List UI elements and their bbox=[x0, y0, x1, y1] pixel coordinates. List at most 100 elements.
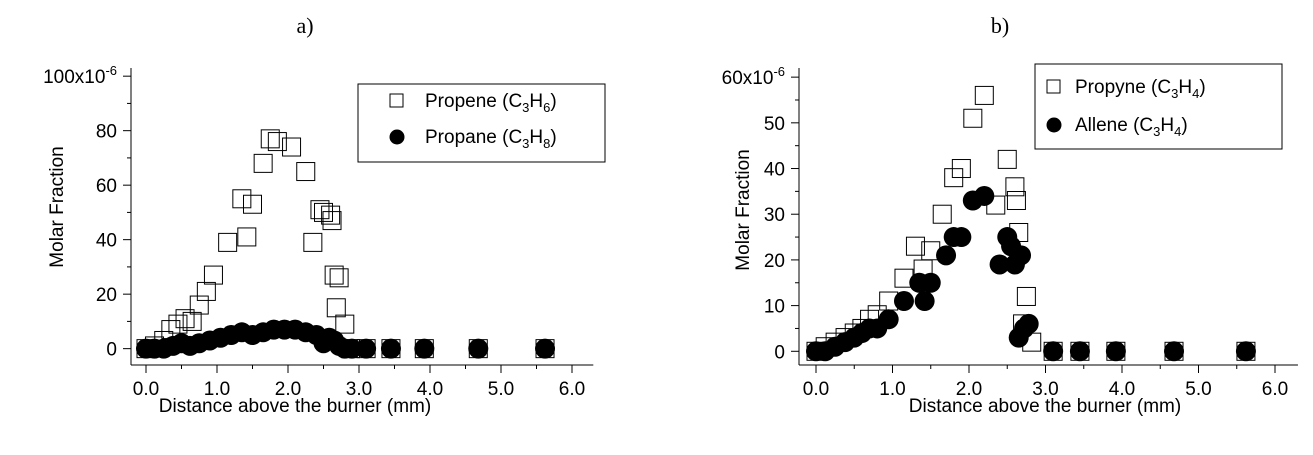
data-point-open-square bbox=[267, 132, 287, 152]
x-tick-label: 4.0 bbox=[417, 379, 443, 400]
legend-marker-filled-circle bbox=[1046, 117, 1062, 133]
data-point-open-square bbox=[196, 281, 216, 301]
legend-box bbox=[1034, 63, 1283, 150]
data-point-open-square bbox=[296, 162, 316, 182]
y-tick-label: 40 bbox=[764, 160, 785, 181]
data-point-open-square bbox=[282, 137, 302, 157]
data-point-filled-circle bbox=[1069, 341, 1090, 362]
data-point-open-square bbox=[303, 232, 323, 252]
data-point-open-square bbox=[329, 268, 349, 288]
y-tick-label-exponent: -6 bbox=[773, 64, 785, 79]
x-tick-label: 6.0 bbox=[1262, 379, 1288, 400]
legend-text-part: ) bbox=[550, 127, 556, 148]
data-point-filled-circle bbox=[380, 338, 401, 359]
x-tick-label: 0.0 bbox=[133, 379, 159, 400]
y-tick-label: 20 bbox=[96, 285, 117, 306]
legend-text-part: ) bbox=[1181, 115, 1187, 136]
y-axis-label: Molar Fraction bbox=[733, 149, 754, 270]
data-point-open-square bbox=[932, 204, 952, 224]
legend-text-part: H bbox=[529, 127, 543, 148]
data-point-filled-circle bbox=[914, 291, 935, 312]
x-tick-label: 5.0 bbox=[488, 379, 514, 400]
legend-marker-open-square bbox=[1046, 79, 1061, 94]
data-point-filled-circle bbox=[1043, 341, 1064, 362]
data-point-open-square bbox=[963, 108, 983, 128]
legend-entry-allene: Allene (C3H4) bbox=[1075, 115, 1188, 139]
data-point-filled-circle bbox=[535, 338, 556, 359]
data-point-filled-circle bbox=[414, 338, 435, 359]
y-tick-label: 60x10-6 bbox=[722, 64, 785, 89]
legend-text-part: Propene (C bbox=[425, 91, 522, 112]
y-tick-label: 0 bbox=[774, 342, 785, 363]
data-point-open-square bbox=[253, 153, 273, 173]
legend-text-part: ) bbox=[550, 91, 556, 112]
data-point-filled-circle bbox=[974, 185, 995, 206]
data-point-open-square bbox=[175, 309, 195, 329]
legend-text-part: Allene (C bbox=[1075, 115, 1153, 136]
data-point-filled-circle bbox=[1018, 313, 1039, 334]
data-point-open-square bbox=[310, 200, 330, 220]
panel-label: b) bbox=[991, 13, 1009, 38]
chart-panel-b: b) 0.0 1.0 2.0 3.0 4.0 5.0 6.0 0 10 20 30 40 50 60x10… bbox=[722, 13, 1298, 417]
x-tick-label: 1.0 bbox=[204, 379, 230, 400]
data-point-open-square bbox=[1005, 177, 1025, 197]
y-tick-label: 40 bbox=[96, 231, 117, 252]
data-point-filled-circle bbox=[1164, 341, 1185, 362]
x-axis-label: Distance above the burner (mm) bbox=[909, 396, 1181, 417]
data-point-filled-circle bbox=[936, 245, 957, 266]
panel-label: a) bbox=[296, 13, 313, 38]
legend-text-part: H bbox=[529, 91, 543, 112]
y-tick-label: 30 bbox=[764, 205, 785, 226]
data-point-open-square bbox=[997, 149, 1017, 169]
y-tick-label: 80 bbox=[96, 122, 117, 143]
data-point-open-square bbox=[218, 232, 238, 252]
data-point-filled-circle bbox=[878, 309, 899, 330]
tick-labels: 0.0 1.0 2.0 3.0 4.0 5.0 6.0 0 20 40 60 80 100x10-6 bbox=[43, 63, 585, 400]
data-point-open-square bbox=[974, 85, 994, 105]
legend-subscript: 4 bbox=[1192, 86, 1199, 101]
y-axis-label: Molar Fraction bbox=[47, 146, 68, 267]
y-tick-label: 10 bbox=[764, 297, 785, 318]
legend-entry-propene: Propene (C3H6) bbox=[425, 91, 557, 115]
data-point-open-square bbox=[260, 129, 280, 149]
data-point-open-square bbox=[905, 236, 925, 256]
data-point-open-square bbox=[232, 189, 252, 209]
y-tick-label: 20 bbox=[764, 251, 785, 272]
y-tick-label: 60 bbox=[96, 176, 117, 197]
data-point-filled-circle bbox=[356, 338, 377, 359]
legend-subscript: 6 bbox=[543, 100, 550, 115]
data-point-open-square bbox=[1016, 286, 1036, 306]
chart-panel-a: a) 0.0 1.0 2.0 3.0 4.0 5.0 6.0 0 20 40 60 80 100x10-… bbox=[43, 13, 606, 417]
data-points bbox=[136, 129, 556, 359]
y-tick-label-exponent: -6 bbox=[105, 63, 117, 78]
y-tick-label: 100x10-6 bbox=[43, 63, 117, 88]
legend-subscript: 4 bbox=[1174, 124, 1181, 139]
data-point-open-square bbox=[321, 205, 341, 225]
legend: Propyne (C3H4) Allene (C3H4) bbox=[1034, 63, 1283, 150]
data-points bbox=[806, 85, 1256, 362]
data-point-filled-circle bbox=[893, 291, 914, 312]
legend-subscript: 3 bbox=[522, 136, 529, 151]
y-tick-label: 0 bbox=[106, 340, 117, 361]
legend-subscript: 8 bbox=[543, 136, 550, 151]
x-tick-label: 4.0 bbox=[1109, 379, 1135, 400]
data-point-open-square bbox=[322, 211, 342, 231]
legend-subscript: 3 bbox=[522, 100, 529, 115]
x-tick-label: 3.0 bbox=[1032, 379, 1058, 400]
data-point-open-square bbox=[243, 194, 262, 214]
x-tick-label: 2.0 bbox=[275, 379, 301, 400]
axes bbox=[123, 68, 594, 373]
legend-text-part: Propyne (C bbox=[1075, 77, 1171, 98]
legend-text-part: H bbox=[1160, 115, 1174, 136]
data-point-open-square bbox=[326, 298, 346, 318]
data-point-filled-circle bbox=[920, 272, 941, 293]
legend-entry-propyne: Propyne (C3H4) bbox=[1075, 77, 1206, 101]
data-point-open-square bbox=[189, 295, 209, 315]
legend-text-part: ) bbox=[1199, 77, 1205, 98]
y-tick-label-base: 100x10 bbox=[43, 67, 105, 88]
data-point-open-square bbox=[182, 311, 202, 331]
legend-text-part: Propane (C bbox=[425, 127, 522, 148]
x-tick-label: 2.0 bbox=[956, 379, 982, 400]
data-point-filled-circle bbox=[1011, 245, 1032, 266]
